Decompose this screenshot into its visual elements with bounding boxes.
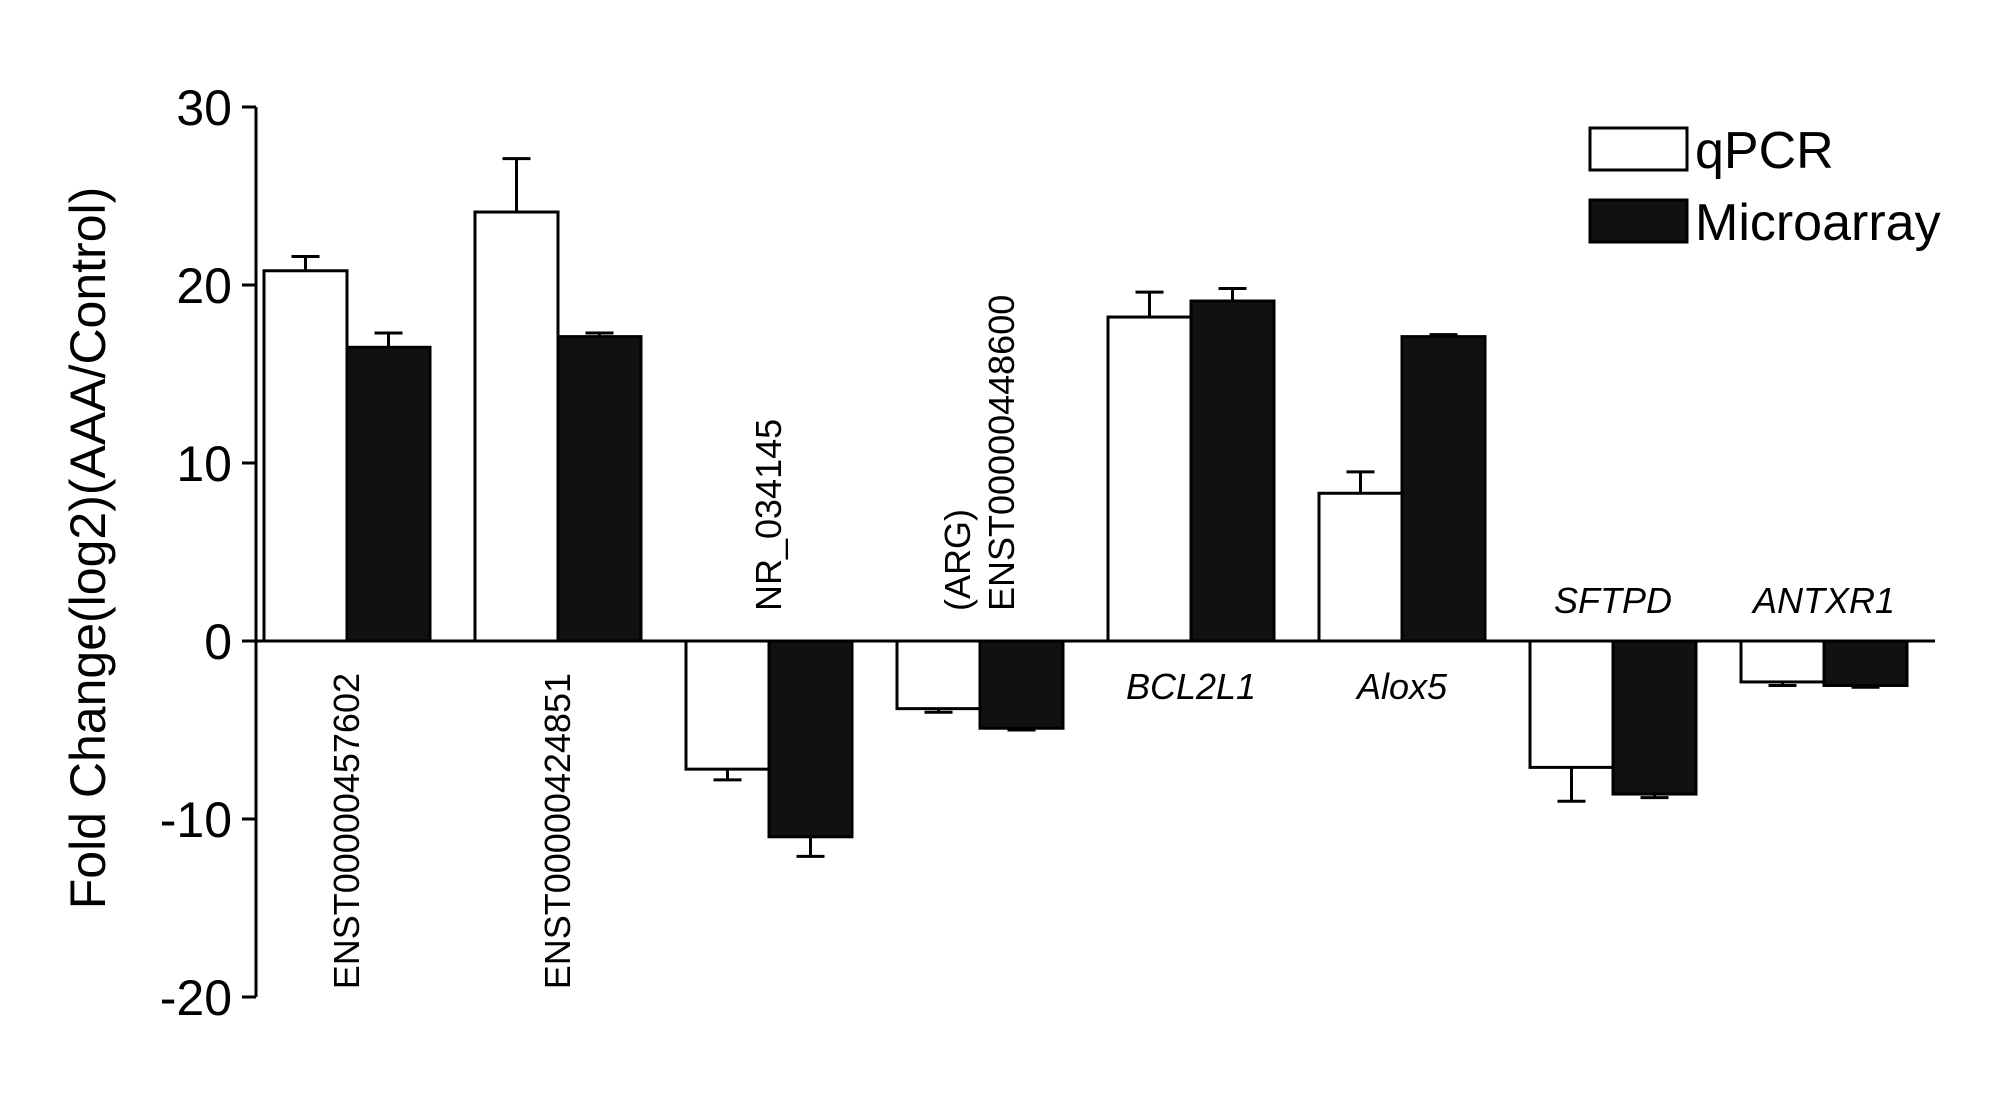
category-label: (ARG) bbox=[937, 509, 978, 611]
bar-microarray-3 bbox=[767, 639, 854, 839]
y-tick-label: -20 bbox=[160, 970, 232, 1026]
bar-qpcr-7 bbox=[1528, 639, 1615, 769]
category-label: Alox5 bbox=[1355, 666, 1448, 707]
y-tick-label: 10 bbox=[176, 436, 232, 492]
category-label: NR_034145 bbox=[748, 419, 789, 611]
y-tick-label: -10 bbox=[160, 792, 232, 848]
axes-layer bbox=[254, 107, 1935, 997]
y-tick-label: 20 bbox=[176, 258, 232, 314]
bar-qpcr-8 bbox=[1739, 639, 1826, 684]
y-tick-label: 0 bbox=[204, 614, 232, 670]
error-bars-layer bbox=[291, 157, 1880, 858]
bar-qpcr-3 bbox=[684, 639, 771, 771]
bar-qpcr-1 bbox=[262, 269, 349, 643]
legend-swatch-microarray bbox=[1588, 198, 1689, 244]
category-label: ENST00000457602 bbox=[326, 673, 367, 989]
category-label: BCL2L1 bbox=[1126, 666, 1256, 707]
category-label: ANTXR1 bbox=[1751, 580, 1895, 621]
bar-microarray-2 bbox=[556, 335, 643, 643]
y-axis-label: Fold Change(log2)(AAA/Control) bbox=[60, 187, 116, 910]
legend-label-qpcr: qPCR bbox=[1695, 122, 1834, 180]
bar-microarray-6 bbox=[1400, 335, 1487, 643]
bar-microarray-4 bbox=[978, 639, 1065, 730]
bar-microarray-7 bbox=[1611, 639, 1698, 796]
category-label: ENST00000424851 bbox=[537, 673, 578, 989]
legend-label-microarray: Microarray bbox=[1695, 194, 1941, 252]
bar-microarray-5 bbox=[1189, 299, 1276, 643]
y-ticks-layer: 30 20 10 0 -10 -20 bbox=[160, 80, 256, 1026]
category-labels-layer: ENST00000457602 ENST00000424851 NR_034145 (… bbox=[326, 295, 1895, 990]
bar-microarray-1 bbox=[345, 345, 432, 643]
y-tick-label: 30 bbox=[176, 80, 232, 136]
bar-microarray-8 bbox=[1822, 639, 1909, 687]
bar-qpcr-5 bbox=[1106, 315, 1193, 643]
bar-qpcr-6 bbox=[1317, 491, 1404, 643]
bar-qpcr-4 bbox=[895, 639, 982, 711]
category-label: ENST00000448600 bbox=[981, 295, 1022, 611]
bars-layer bbox=[262, 210, 1909, 839]
legend-swatch-qpcr bbox=[1588, 126, 1689, 172]
bar-qpcr-2 bbox=[473, 210, 560, 643]
legend: qPCR Microarray bbox=[1588, 122, 1941, 252]
category-label: SFTPD bbox=[1554, 580, 1672, 621]
